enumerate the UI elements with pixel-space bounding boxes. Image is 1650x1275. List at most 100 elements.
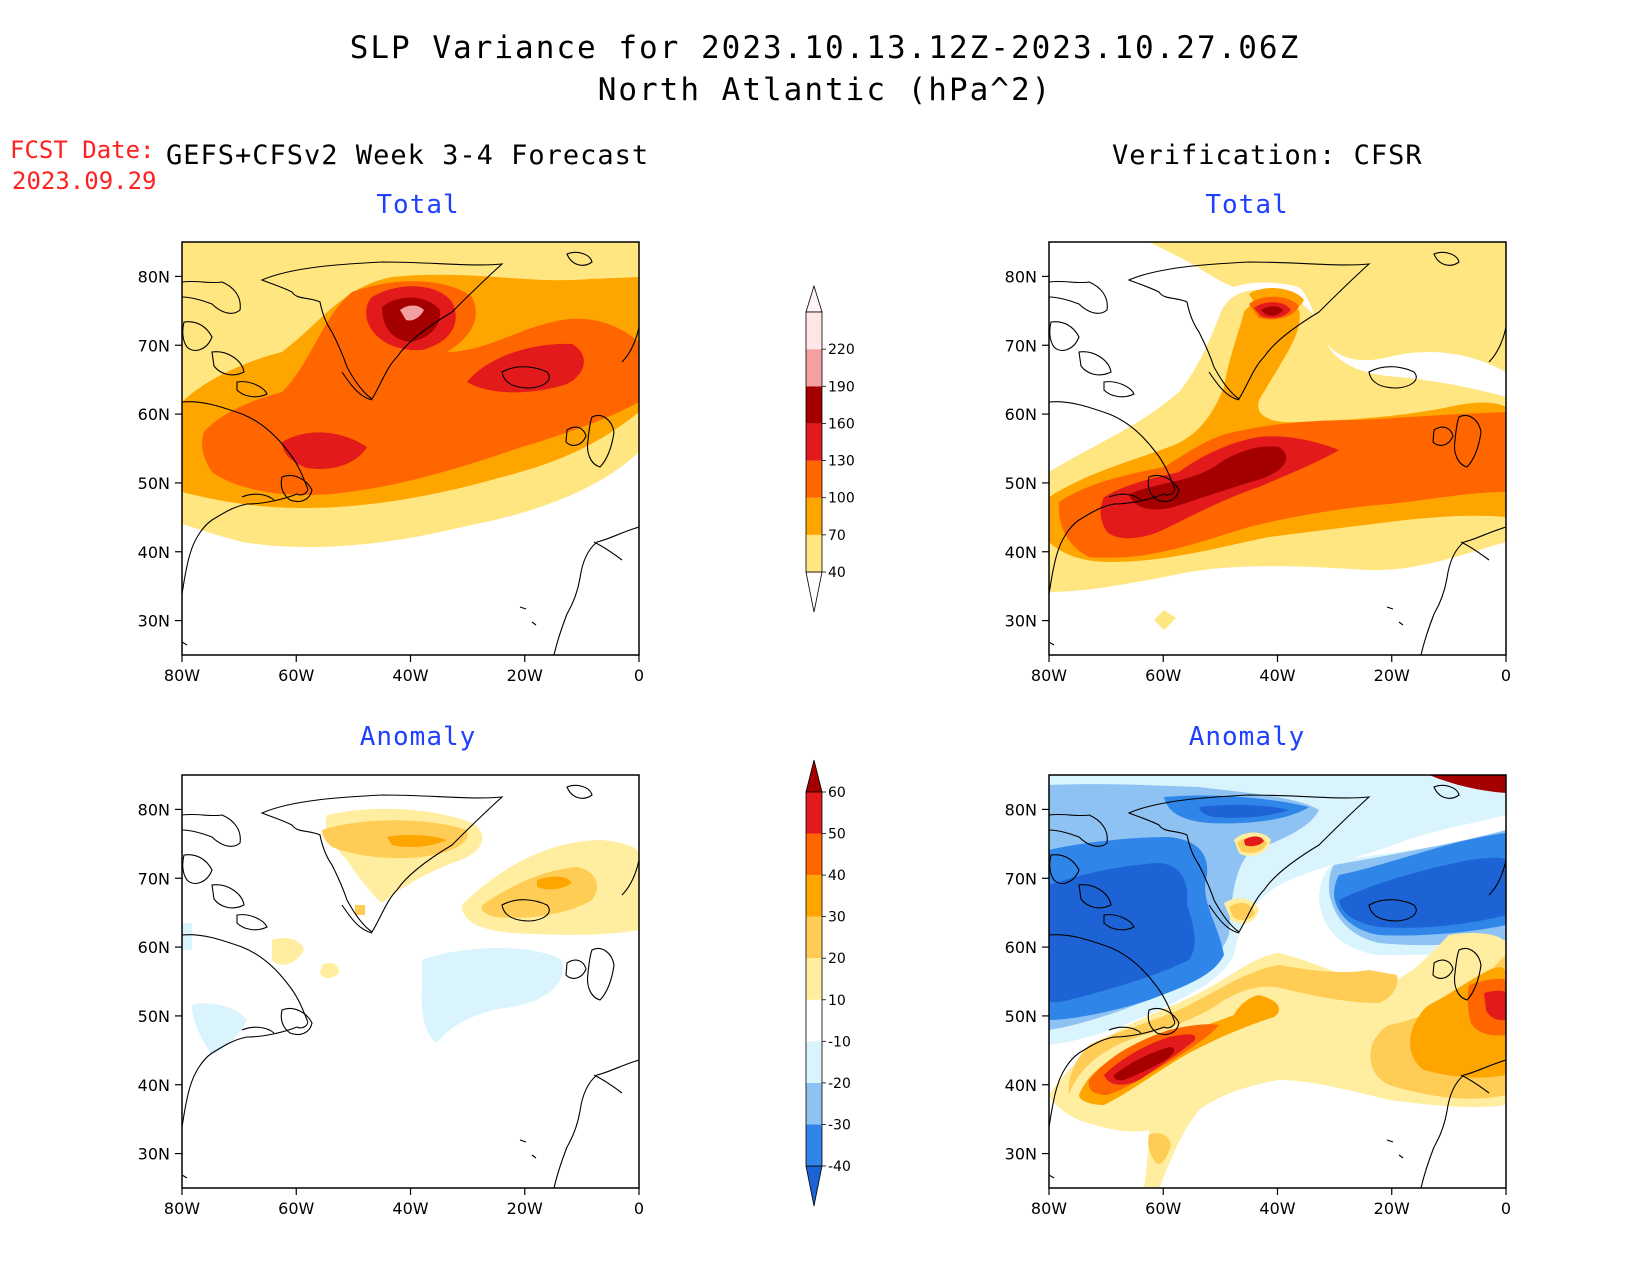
contour-fill-4 (1049, 804, 1506, 1003)
contour-fill-7 (1079, 967, 1506, 1105)
colorbar-top-arrow (805, 284, 823, 313)
contour-fill-6 (1068, 837, 1506, 1165)
lon-tick-label: 80W (1031, 666, 1067, 685)
colorbar-segment (806, 916, 822, 959)
lat-tick-label: 80N (138, 800, 170, 819)
colorbar-label: 130 (828, 454, 855, 470)
contour-fill-3 (387, 834, 572, 890)
colorbar-top-arrow (805, 759, 823, 793)
colorbar-segment (806, 497, 822, 535)
lon-tick-label: 60W (1145, 666, 1181, 685)
lat-tick-label: 30N (1005, 612, 1037, 631)
colorbar-label: 100 (828, 491, 855, 507)
map-panel-forecast-anomaly: 80W 60W 40W 20W 0 80N 70N 60N 50N 40N 30N (138, 774, 644, 1218)
colorbar-segment (806, 386, 822, 424)
colorbar-outline (805, 791, 823, 1167)
lat-tick-label: 70N (138, 336, 170, 355)
lon-tick-label: 80W (164, 666, 200, 685)
colorbar-segment (806, 423, 822, 461)
lat-tick-label: 40N (1005, 543, 1037, 562)
colorbar-segment (806, 1124, 822, 1166)
lon-tick-label: 20W (507, 1199, 543, 1218)
lat-tick-label: 50N (138, 474, 170, 493)
colorbar-bottom-arrow (805, 1165, 823, 1207)
colorbar-label: -40 (828, 1159, 851, 1175)
lat-tick-label: 80N (1005, 800, 1037, 819)
colorbar-label: 50 (828, 827, 846, 843)
lon-tick-label: 0 (634, 1199, 644, 1218)
contour-fill-4 (182, 923, 563, 1055)
figure-title-line2: North Atlantic (hPa^2) (597, 72, 1053, 108)
lon-tick-label: 40W (1259, 666, 1295, 685)
lon-tick-label: 40W (392, 1199, 428, 1218)
contour-fill-6 (400, 305, 424, 321)
colorbar-segment (806, 958, 822, 1000)
lon-tick-label: 20W (1374, 1199, 1410, 1218)
lat-tick-label: 50N (1005, 1007, 1037, 1026)
colorbar-segment (806, 349, 822, 387)
colorbar-anomaly: -40 -30 -20 -10 10 20 30 40 50 60 (805, 759, 851, 1207)
colorbar-label: 160 (828, 416, 855, 432)
panel-title-fcst-anomaly: Anomaly (359, 722, 477, 752)
colorbar-segment (806, 534, 822, 572)
lon-tick-label: 0 (634, 666, 644, 685)
colorbar-segment (806, 1082, 822, 1125)
lat-tick-label: 80N (138, 267, 170, 286)
lat-tick-label: 60N (138, 938, 170, 957)
panel-title-verif-anomaly: Anomaly (1188, 722, 1306, 752)
colorbar-label: 60 (828, 785, 846, 801)
lat-tick-label: 30N (138, 612, 170, 631)
lat-tick-label: 40N (138, 543, 170, 562)
map-panel-forecast-total: 80W 60W 40W 20W 0 80N 70N 60N 50N 40N 30N (138, 241, 644, 685)
colorbar-segment (806, 312, 822, 350)
lon-tick-label: 80W (164, 1199, 200, 1218)
lat-tick-label: 60N (1005, 405, 1037, 424)
colorbar-label: -30 (828, 1117, 851, 1133)
colorbar-label: 30 (828, 910, 846, 926)
lat-tick-label: 70N (1005, 869, 1037, 888)
colorbar-bottom-arrow (805, 571, 823, 613)
panel-title-verif-total: Total (1205, 190, 1289, 220)
lon-tick-label: 60W (278, 1199, 314, 1218)
colorbar-segment (806, 875, 822, 917)
panel-title-fcst-total: Total (376, 190, 460, 220)
left-column-header: GEFS+CFSv2 Week 3-4 Forecast (166, 140, 650, 171)
fcst-date-label: FCST Date: (10, 136, 155, 164)
lat-tick-label: 40N (138, 1076, 170, 1095)
lat-tick-label: 80N (1005, 267, 1037, 286)
figure-title-line1: SLP Variance for 2023.10.13.12Z-2023.10.… (349, 30, 1301, 66)
colorbar-label: 220 (828, 342, 855, 358)
colorbar-label: 10 (828, 993, 846, 1009)
lon-tick-label: 40W (1259, 1199, 1295, 1218)
lon-tick-label: 20W (507, 666, 543, 685)
colorbar-total: 40 70 100 130 160 190 220 (805, 284, 855, 613)
colorbar-label: 70 (828, 528, 846, 544)
contour-fill-4 (1100, 302, 1339, 539)
lat-tick-label: 30N (138, 1145, 170, 1164)
lat-tick-label: 70N (1005, 336, 1037, 355)
colorbar-outline (805, 311, 823, 573)
map-panel-verification-anomaly: 80W 60W 40W 20W 0 80N 70N 60N 50N 40N 30N (1005, 774, 1511, 1218)
colorbar-label: 20 (828, 951, 846, 967)
colorbar-segment (806, 1041, 822, 1083)
right-column-header: Verification: CFSR (1112, 140, 1423, 171)
lon-tick-label: 80W (1031, 1199, 1067, 1218)
colorbar-label: 190 (828, 379, 855, 395)
lat-tick-label: 60N (138, 405, 170, 424)
lon-tick-label: 40W (392, 666, 428, 685)
colorbar-segment (806, 460, 822, 498)
lon-tick-label: 60W (278, 666, 314, 685)
contour-fill-5 (1129, 306, 1287, 510)
map-panel-verification-total: 80W 60W 40W 20W 0 80N 70N 60N 50N 40N 30N (1005, 241, 1511, 685)
colorbar-segment (806, 833, 822, 876)
colorbar-label: 40 (828, 565, 846, 581)
lon-tick-label: 0 (1501, 1199, 1511, 1218)
lat-tick-label: 50N (138, 1007, 170, 1026)
colorbar-label: 40 (828, 868, 846, 884)
lon-tick-label: 60W (1145, 1199, 1181, 1218)
lat-tick-label: 40N (1005, 1076, 1037, 1095)
colorbar-segment (806, 999, 822, 1042)
fcst-date-value: 2023.09.29 (12, 167, 157, 195)
contour-fill-2 (322, 820, 597, 918)
